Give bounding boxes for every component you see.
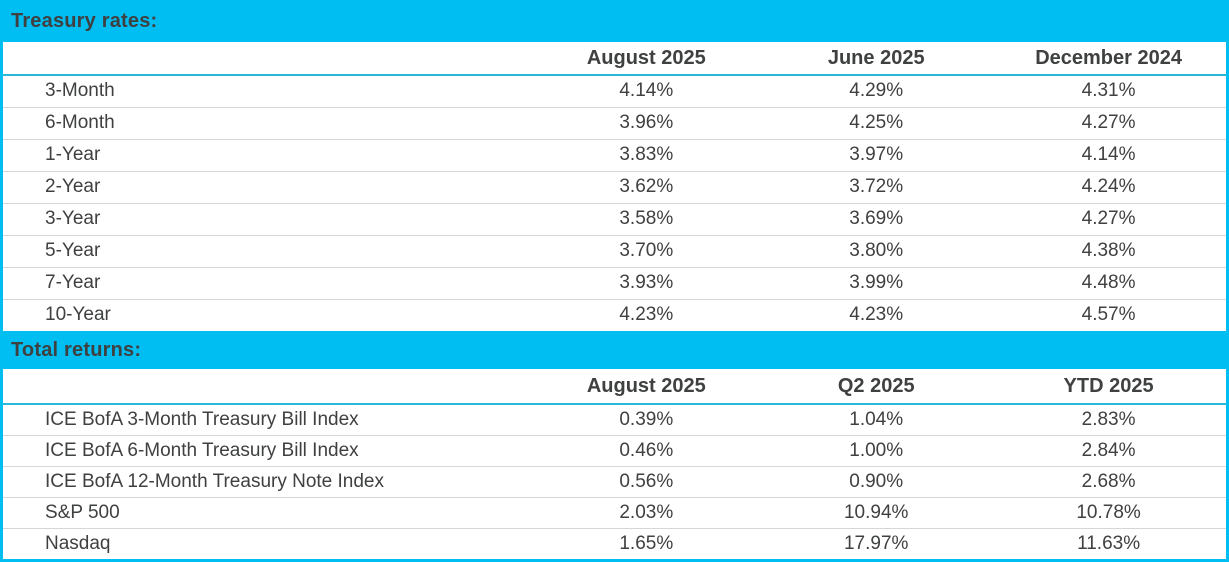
- cell-value: 4.23%: [531, 298, 762, 331]
- cell-value: 10.94%: [761, 496, 992, 528]
- table-row-ice-bofa-12-month: ICE BofA 12-Month Treasury Note Index 0.…: [3, 465, 1226, 497]
- cell-value: 4.27%: [991, 202, 1226, 235]
- cell-value: 3.96%: [531, 106, 762, 139]
- cell-value: 4.25%: [761, 106, 992, 139]
- total-returns-header-row: August 2025 Q2 2025 YTD 2025: [3, 369, 1226, 405]
- row-label: 3-Month: [45, 80, 115, 102]
- table-row-ice-bofa-3-month: ICE BofA 3-Month Treasury Bill Index 0.3…: [3, 404, 1226, 435]
- cell-value: 4.14%: [991, 138, 1226, 171]
- row-label: 6-Month: [3, 106, 532, 139]
- cell-value: 10.78%: [991, 496, 1226, 528]
- row-label: Nasdaq: [3, 527, 532, 559]
- column-header-blank: [3, 369, 532, 405]
- column-header-ytd-2025: YTD 2025: [991, 369, 1226, 405]
- cell-value: 2.03%: [531, 496, 762, 528]
- cell-value: 0.46%: [531, 434, 762, 466]
- cell-value: 4.23%: [761, 298, 992, 331]
- cell-value: 3.72%: [761, 170, 992, 203]
- cell-value: 1.00%: [761, 434, 992, 466]
- cell-value: 0.90%: [761, 465, 992, 497]
- row-label: ICE BofA 6-Month Treasury Bill Index: [3, 434, 532, 466]
- table-row-10-year: 10-Year 4.23% 4.23% 4.57%: [3, 298, 1226, 331]
- cell-value: 4.27%: [991, 106, 1226, 139]
- table-row-7-year: 7-Year 3.93% 3.99% 4.48%: [3, 266, 1226, 299]
- row-label: 5-Year: [3, 234, 532, 267]
- cell-value: 4.24%: [991, 170, 1226, 203]
- table-row-nasdaq: Nasdaq 1.65% 17.97% 11.63%: [3, 527, 1226, 559]
- cell-value: 3.83%: [531, 138, 762, 171]
- treasury-rates-table: August 2025 June 2025 December 2024 3-Mo…: [3, 42, 1226, 331]
- table-row-sp-500: S&P 500 2.03% 10.94% 10.78%: [3, 496, 1226, 528]
- cell-value: 3.80%: [761, 234, 992, 267]
- column-header-blank: [3, 42, 532, 76]
- row-label: 10-Year: [3, 298, 532, 331]
- table-row-5-year: 5-Year 3.70% 3.80% 4.38%: [3, 234, 1226, 267]
- cell-value: 0.39%: [619, 408, 674, 430]
- total-returns-table: August 2025 Q2 2025 YTD 2025 ICE BofA 3-…: [3, 369, 1226, 559]
- row-label: 7-Year: [3, 266, 532, 299]
- column-header-june-2025: June 2025: [761, 42, 992, 76]
- column-header-august-2025: August 2025: [531, 42, 762, 76]
- total-returns-title: Total returns:: [11, 338, 142, 361]
- cell-value: 3.58%: [531, 202, 762, 235]
- cell-value: 3.97%: [761, 138, 992, 171]
- column-header-december-2024: December 2024: [991, 42, 1226, 76]
- column-header-q2-2025: Q2 2025: [761, 369, 992, 405]
- table-row-2-year: 2-Year 3.62% 3.72% 4.24%: [3, 170, 1226, 203]
- row-label: ICE BofA 3-Month Treasury Bill Index: [45, 408, 359, 430]
- row-label: 1-Year: [3, 138, 532, 171]
- treasury-rates-title: Treasury rates:: [11, 9, 158, 32]
- table-row-3-year: 3-Year 3.58% 3.69% 4.27%: [3, 202, 1226, 235]
- cell-value: 4.29%: [849, 80, 904, 102]
- cell-value: 4.57%: [991, 298, 1226, 331]
- row-label: 3-Year: [3, 202, 532, 235]
- cell-value: 4.31%: [1081, 80, 1136, 102]
- cell-value: 0.56%: [531, 465, 762, 497]
- cell-value: 4.14%: [619, 80, 674, 102]
- cell-value: 17.97%: [761, 527, 992, 559]
- column-header-august-2025: August 2025: [531, 369, 762, 405]
- table-row-6-month: 6-Month 3.96% 4.25% 4.27%: [3, 106, 1226, 139]
- cell-value: 3.93%: [531, 266, 762, 299]
- table-row-1-year: 1-Year 3.83% 3.97% 4.14%: [3, 138, 1226, 171]
- treasury-rates-header-row: August 2025 June 2025 December 2024: [3, 42, 1226, 76]
- cell-value: 2.84%: [991, 434, 1226, 466]
- row-label: 2-Year: [3, 170, 532, 203]
- total-returns-band: Total returns:: [3, 331, 1226, 369]
- treasury-rates-band: Treasury rates:: [3, 0, 1226, 42]
- row-label: ICE BofA 12-Month Treasury Note Index: [3, 465, 532, 497]
- cell-value: 2.68%: [991, 465, 1226, 497]
- cell-value: 3.70%: [531, 234, 762, 267]
- cell-value: 4.38%: [991, 234, 1226, 267]
- table-row-ice-bofa-6-month: ICE BofA 6-Month Treasury Bill Index 0.4…: [3, 434, 1226, 466]
- cell-value: 3.99%: [761, 266, 992, 299]
- row-label: S&P 500: [3, 496, 532, 528]
- cell-value: 11.63%: [991, 527, 1226, 559]
- cell-value: 1.65%: [531, 527, 762, 559]
- cell-value: 2.83%: [1081, 408, 1136, 430]
- cell-value: 3.62%: [531, 170, 762, 203]
- cell-value: 3.69%: [761, 202, 992, 235]
- table-row-3-month: 3-Month 4.14% 4.29% 4.31%: [3, 75, 1226, 107]
- cell-value: 1.04%: [849, 408, 904, 430]
- cell-value: 4.48%: [991, 266, 1226, 299]
